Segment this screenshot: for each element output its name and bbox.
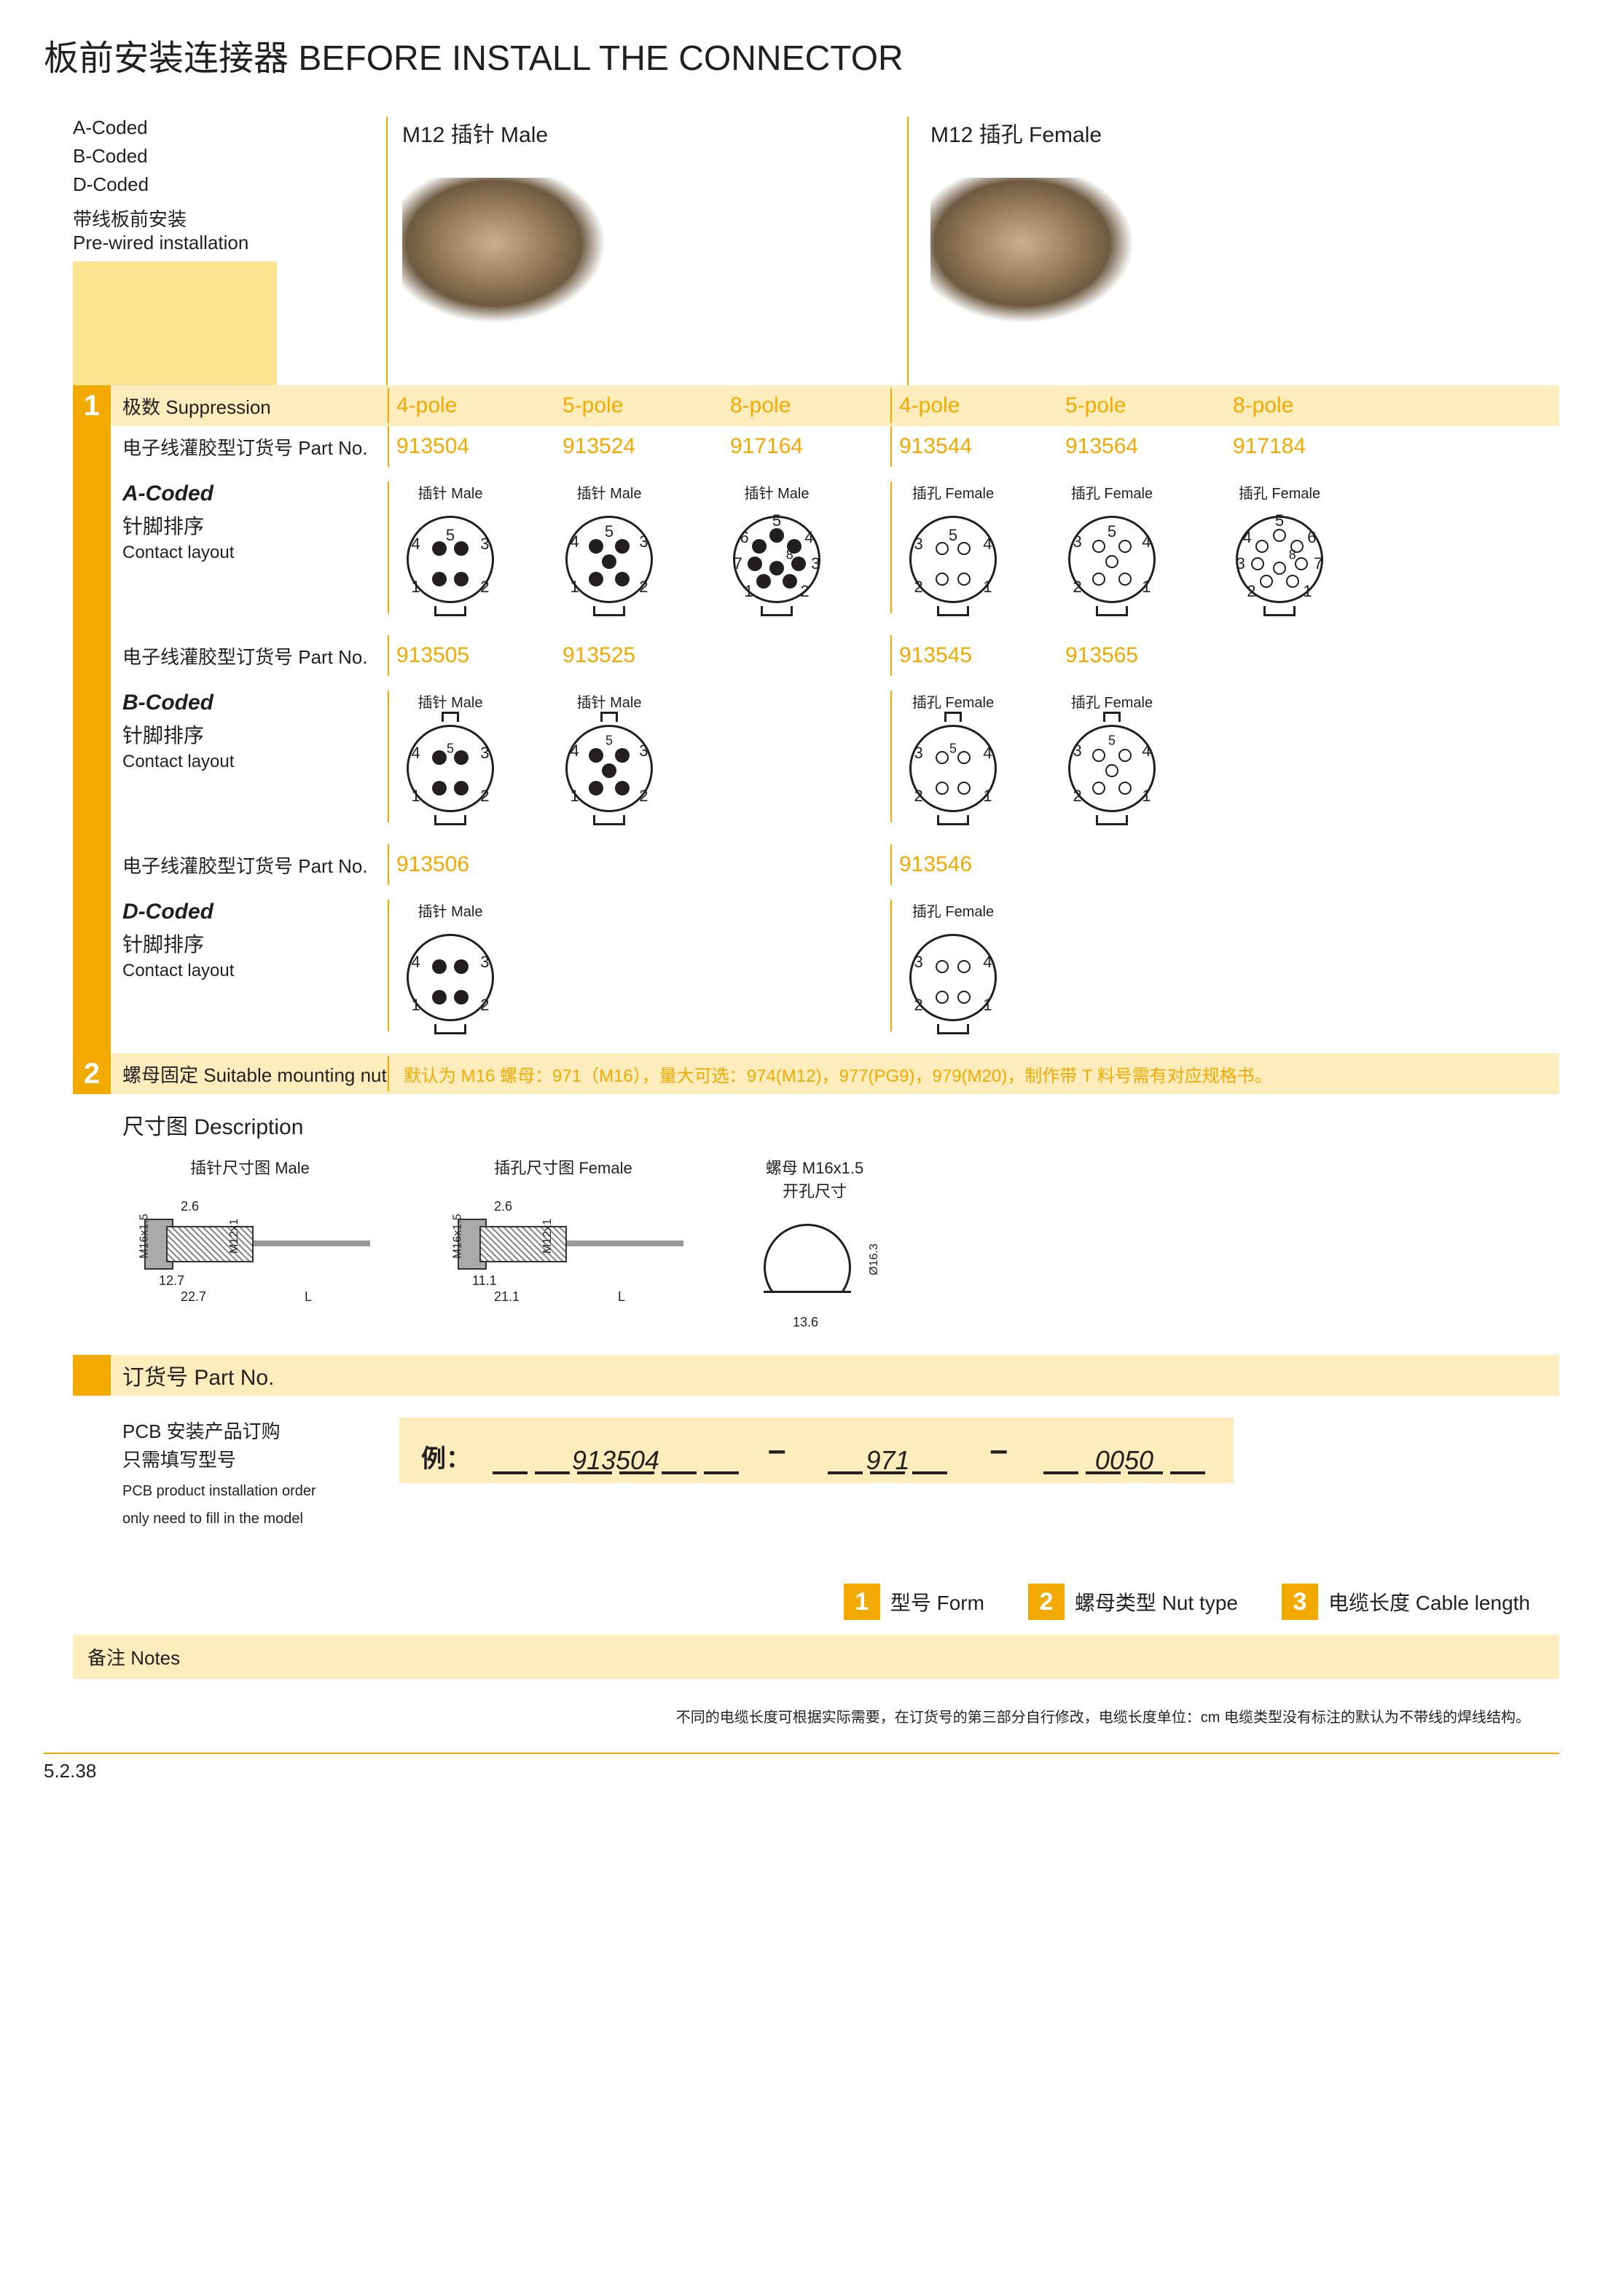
pin-diagram: 插孔 Female 34 21 <box>890 900 1058 1031</box>
row-number-1: 1 <box>73 385 111 426</box>
partno-marker <box>73 1355 111 1396</box>
a-coded-title: A-Coded <box>122 481 388 506</box>
pin-diagram: 插孔 Female 354 21 <box>890 481 1058 613</box>
legend-item: 3 电缆长度 Cable length <box>1282 1584 1530 1620</box>
d-partno-row: 电子线灌胶型订货号 Part No. 913506 913546 <box>73 844 1559 885</box>
dash: – <box>768 1432 785 1469</box>
dim-nut: 螺母 M16x1.5 开孔尺寸 Ø16.3 13.6 <box>749 1155 880 1326</box>
partno-en1: PCB product installation order <box>122 1480 399 1502</box>
partno-cell: 913564 <box>1058 434 1226 459</box>
dimension-drawings: 插针尺寸图 Male 2.6 M16x1.5 M12x1 12.7 22.7 L… <box>73 1155 1559 1326</box>
partno-cell: 913506 <box>388 844 555 885</box>
dim-male: 插针尺寸图 Male 2.6 M16x1.5 M12x1 12.7 22.7 L <box>122 1155 377 1326</box>
partno-cn2: 只需填写型号 <box>122 1446 399 1474</box>
partno-cell: 913524 <box>555 434 723 459</box>
example-label: 例： <box>421 1439 471 1474</box>
header-col-female: M12 插孔 Female <box>909 117 1433 385</box>
female-connector-image <box>930 178 1134 323</box>
pole-col: 8-pole <box>1226 393 1393 418</box>
a-coded-cn: 针脚排序 <box>122 511 388 540</box>
partno-cell: 913505 <box>388 635 555 676</box>
nut-text: 默认为 M16 螺母：971（M16），量大可选：974(M12)，977(PG… <box>388 1056 1559 1091</box>
pin-diagram: 插针 Male 453 12 <box>555 481 723 613</box>
pin-diagram: 插孔 Female 354 21 <box>1058 481 1226 613</box>
b-coded-cn: 针脚排序 <box>122 720 388 749</box>
legend-row: 1 型号 Form 2 螺母类型 Nut type 3 电缆长度 Cable l… <box>73 1573 1559 1630</box>
d-coded-title: D-Coded <box>122 900 388 924</box>
example-slot-1: 913504 <box>493 1445 739 1474</box>
female-title: M12 插孔 Female <box>930 117 1433 149</box>
notes-row: 备注 Notes <box>73 1635 1559 1679</box>
partno-cell: 913544 <box>890 426 1058 467</box>
pin-diagram: 插针 Male 654 73 8 12 <box>723 481 890 613</box>
prewired-cn: 带线板前安装 <box>73 205 372 232</box>
header-col-coding: A-Coded B-Coded D-Coded 带线板前安装 Pre-wired… <box>73 117 388 385</box>
pin-diagram: 插针 Male 453 12 <box>388 691 555 822</box>
prewired-image <box>73 262 277 385</box>
footnote: 不同的电缆长度可根据实际需要，在订货号的第三部分自行修改，电缆长度单位：cm 电… <box>73 1679 1559 1753</box>
partno-en2: only need to fill in the model <box>122 1508 399 1530</box>
partno-title: 订货号 Part No. <box>111 1359 274 1391</box>
header-row: A-Coded B-Coded D-Coded 带线板前安装 Pre-wired… <box>73 117 1559 385</box>
nut-label: 螺母固定 Suitable mounting nut <box>111 1061 388 1088</box>
dash: – <box>989 1432 1007 1469</box>
partno-cell: 913525 <box>555 643 723 668</box>
male-title: M12 插针 Male <box>402 117 907 149</box>
pin-diagram: 插针 Male 43 12 <box>388 900 555 1031</box>
coded-d: D-Coded <box>73 173 372 196</box>
b-coded-en: Contact layout <box>122 752 388 772</box>
male-connector-image <box>402 178 606 323</box>
partno-cell: 917184 <box>1226 434 1393 459</box>
b-partno-row: 电子线灌胶型订货号 Part No. 913505 913525 913545 … <box>73 635 1559 676</box>
b-coded-title: B-Coded <box>122 691 388 715</box>
partno-label: 电子线灌胶型订货号 Part No. <box>111 433 388 460</box>
a-partno-row: 电子线灌胶型订货号 Part No. 913504 913524 917164 … <box>73 426 1559 467</box>
row-mounting-nut: 2 螺母固定 Suitable mounting nut 默认为 M16 螺母：… <box>73 1053 1559 1094</box>
partno-label: 电子线灌胶型订货号 Part No. <box>111 642 388 669</box>
pin-diagram: 插针 Male 453 12 <box>555 691 723 822</box>
page-title: 板前安装连接器 BEFORE INSTALL THE CONNECTOR <box>44 29 1559 80</box>
coded-b: B-Coded <box>73 145 372 168</box>
partno-cell: 913545 <box>890 635 1058 676</box>
pole-col: 5-pole <box>1058 393 1226 418</box>
pole-col: 4-pole <box>890 388 1058 423</box>
d-coded-en: Contact layout <box>122 961 388 981</box>
partno-header: 订货号 Part No. <box>73 1355 1559 1396</box>
partno-cell: 917164 <box>723 434 890 459</box>
example-slot-3: 0050 <box>1037 1445 1212 1474</box>
dim-female: 插孔尺寸图 Female 2.6 M16x1.5 M12x1 11.1 21.1… <box>436 1155 691 1326</box>
prewired-en: Pre-wired installation <box>73 232 372 254</box>
row-number-2: 2 <box>73 1053 111 1094</box>
pole-col: 5-pole <box>555 393 723 418</box>
partno-body: PCB 安装产品订购 只需填写型号 PCB product installati… <box>73 1396 1559 1552</box>
b-layout-row: B-Coded 针脚排序 Contact layout 插针 Male 453 … <box>73 676 1559 844</box>
pin-diagram: 插孔 Female 354 21 <box>1058 691 1226 822</box>
d-coded-cn: 针脚排序 <box>122 929 388 958</box>
page-number: 5.2.38 <box>44 1753 1559 1782</box>
coded-a: A-Coded <box>73 117 372 139</box>
partno-cell: 913565 <box>1058 643 1226 668</box>
d-layout-row: D-Coded 针脚排序 Contact layout 插针 Male 43 1… <box>73 885 1559 1053</box>
poles-label: 极数 Suppression <box>111 393 388 420</box>
partno-label: 电子线灌胶型订货号 Part No. <box>111 852 388 878</box>
content: A-Coded B-Coded D-Coded 带线板前安装 Pre-wired… <box>73 117 1559 1753</box>
partno-cell: 913504 <box>388 426 555 467</box>
legend-item: 1 型号 Form <box>844 1584 984 1620</box>
partno-cell: 913546 <box>890 844 1058 885</box>
partno-cn1: PCB 安装产品订购 <box>122 1418 399 1446</box>
pin-diagram: 插针 Male 43 12 5 <box>388 481 555 613</box>
row-poles: 1 极数 Suppression 4-pole 5-pole 8-pole 4-… <box>73 385 1559 426</box>
pole-col: 8-pole <box>723 393 890 418</box>
pin-diagram: 插孔 Female 354 21 <box>890 691 1058 822</box>
legend-item: 2 螺母类型 Nut type <box>1028 1584 1238 1620</box>
description-title: 尺寸图 Description <box>73 1094 1559 1155</box>
header-col-male: M12 插针 Male <box>388 117 909 385</box>
a-layout-row: A-Coded 针脚排序 Contact layout 插针 Male 43 1… <box>73 467 1559 635</box>
example-row: 例： 913504 – 971 – 0050 <box>399 1418 1234 1483</box>
example-slot-2: 971 <box>815 1445 960 1474</box>
pole-col: 4-pole <box>388 388 555 423</box>
pin-diagram: 插孔 Female 456 37 8 21 <box>1226 481 1393 613</box>
a-coded-en: Contact layout <box>122 543 388 563</box>
